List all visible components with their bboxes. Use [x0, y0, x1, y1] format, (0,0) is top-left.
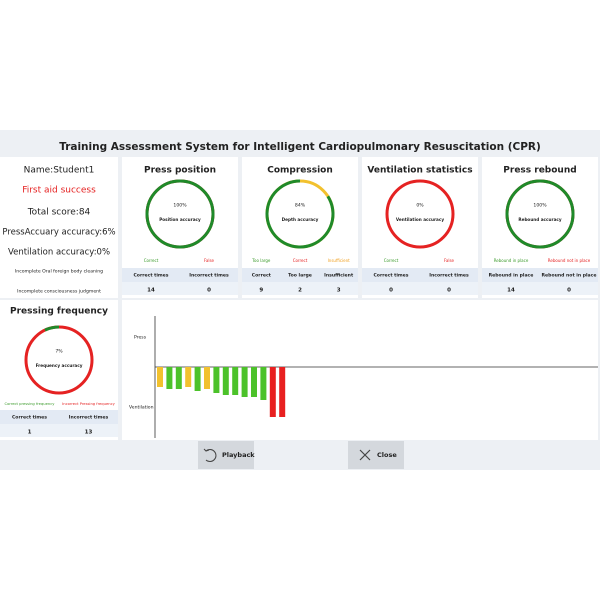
button-bg[interactable] — [198, 441, 254, 469]
table-header-cell: Incorrect times — [429, 273, 469, 279]
close-button[interactable]: Close — [348, 441, 404, 469]
compression-bar — [241, 367, 248, 397]
playback-button[interactable]: Playback — [198, 441, 255, 469]
legend-item: False — [204, 258, 215, 263]
ring-arc — [505, 179, 575, 249]
table-header-cell: Rebound not in place — [542, 273, 597, 279]
compression-bar — [222, 367, 229, 395]
table-cell: 0 — [447, 288, 451, 294]
accuracy-value: 0% — [416, 203, 424, 209]
compression-bar — [279, 367, 286, 417]
accuracy-label: Depth accuracy — [282, 217, 319, 222]
accuracy-label: Position accuracy — [159, 217, 201, 222]
table-header — [362, 268, 478, 282]
compression-bar — [260, 367, 267, 400]
card-title: Compression — [267, 166, 333, 176]
button-bg[interactable] — [348, 441, 404, 469]
card-title: Press rebound — [503, 166, 576, 176]
compression-bar — [232, 367, 239, 395]
ring-track — [385, 179, 455, 249]
press-accuracy: PressAccuary accuracy:6% — [2, 228, 115, 238]
ring-arc — [44, 325, 60, 332]
button-label[interactable]: Close — [377, 451, 397, 459]
legend-item: False — [444, 258, 455, 263]
table-header-cell: Correct times — [12, 415, 47, 421]
summary-panel — [0, 157, 118, 298]
table-cell: 14 — [147, 288, 155, 294]
compression-bar — [213, 367, 220, 393]
table-cell: 9 — [259, 288, 263, 294]
playback-icon — [203, 448, 217, 462]
table-header-cell: Insufficient — [324, 273, 354, 279]
compression-bar — [175, 367, 182, 389]
accuracy-label: Ventilation accuracy — [396, 217, 444, 222]
close-icon — [359, 449, 371, 461]
table-cell: 0 — [207, 288, 211, 294]
table-header — [122, 268, 238, 282]
compression-bar — [194, 367, 201, 391]
table-header-cell: Correct times — [373, 273, 408, 279]
legend-item: Correct pressing frequency — [5, 402, 56, 406]
button-label[interactable]: Playback — [222, 451, 255, 459]
table-header-cell: Too large — [288, 273, 312, 279]
table-header-cell: Correct times — [133, 273, 168, 279]
table-cell: 13 — [85, 430, 93, 436]
compression-bar — [269, 367, 276, 417]
table-header-cell: Correct — [252, 273, 272, 279]
card-title: Press position — [144, 166, 216, 176]
ventilation-label: Ventilation — [129, 405, 154, 411]
ventilation-accuracy: Ventilation accuracy:0% — [8, 248, 110, 258]
legend-item: Correct — [293, 258, 308, 263]
table-header-cell: Rebound in place — [489, 273, 534, 279]
accuracy-value: 7% — [55, 349, 63, 355]
table-header — [0, 410, 118, 424]
legend-item: Correct — [384, 258, 399, 263]
legend-item: Correct — [144, 258, 159, 263]
legend-item: Rebound not in place — [548, 258, 591, 263]
table-body — [482, 282, 598, 295]
table-body — [242, 282, 358, 295]
compression-bar — [185, 367, 192, 387]
table-header — [242, 268, 358, 282]
card-title: Ventilation statistics — [367, 166, 472, 176]
table-cell: 0 — [389, 288, 393, 294]
chart-panel — [122, 300, 598, 440]
accuracy-label: Rebound accuracy — [518, 217, 562, 222]
compression-bar — [166, 367, 173, 389]
legend-item: Insufficient — [328, 258, 351, 263]
accuracy-value: 100% — [533, 203, 547, 209]
table-cell: 3 — [337, 288, 341, 294]
note: Incomplete Oral foreign body cleaning — [15, 269, 103, 275]
ring-arc — [265, 179, 335, 249]
panel-title: Pressing frequency — [10, 307, 108, 317]
student-name: Name:Student1 — [24, 166, 95, 176]
table-body — [0, 424, 118, 437]
press-label: Press — [134, 335, 147, 341]
table-body — [362, 282, 478, 295]
compression-bar — [204, 367, 210, 389]
result: First aid success — [22, 186, 96, 196]
legend-item: Incorrect Pressing frequency — [62, 402, 115, 406]
table-header-cell: Incorrect times — [69, 415, 109, 421]
table-body — [122, 282, 238, 295]
table-header-cell: Incorrect times — [189, 273, 229, 279]
legend-item: Too large — [251, 258, 271, 263]
accuracy-value: 100% — [173, 203, 187, 209]
table-cell: 2 — [298, 288, 302, 294]
accuracy-value: 84% — [295, 203, 306, 209]
ring-arc — [145, 179, 215, 249]
table-cell: 14 — [507, 288, 515, 294]
compression-bar — [251, 367, 257, 397]
table-header — [482, 268, 598, 282]
compression-bar — [157, 367, 163, 387]
page-title: Training Assessment System for Intellige… — [59, 141, 541, 153]
table-cell: 0 — [567, 288, 571, 294]
accuracy-label: Frequency accuracy — [36, 363, 83, 368]
note: Incomplete consciousness judgment — [17, 289, 101, 295]
legend-item: Rebound in place — [494, 258, 529, 263]
total-score: Total score:84 — [27, 208, 91, 218]
table-cell: 1 — [28, 430, 32, 436]
